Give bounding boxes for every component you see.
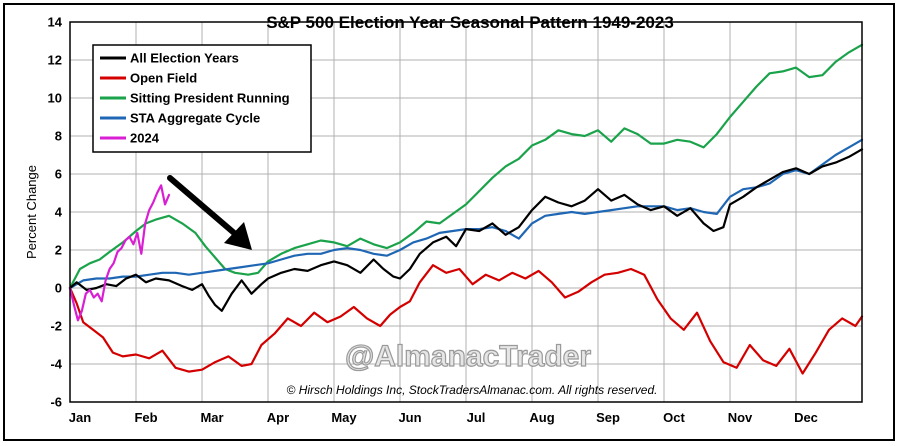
legend-label: All Election Years <box>130 51 239 66</box>
legend-label: STA Aggregate Cycle <box>130 111 260 126</box>
watermark: @AlmanacTrader <box>345 340 591 373</box>
y-tick-label: 14 <box>48 15 63 30</box>
y-tick-label: 8 <box>55 129 62 144</box>
x-tick-label: Aug <box>529 410 554 425</box>
copyright-note: © Hirsch Holdings Inc, StockTradersAlman… <box>287 383 658 397</box>
x-tick-label: Sep <box>596 410 620 425</box>
series-lines <box>68 43 864 375</box>
x-tick-label: Feb <box>134 410 157 425</box>
series-line-sitting-president-running <box>68 43 864 290</box>
legend-label: 2024 <box>130 131 160 146</box>
y-tick-label: 12 <box>48 53 62 68</box>
y-tick-label: 6 <box>55 167 62 182</box>
x-tick-label: Oct <box>663 410 685 425</box>
series-line-2024 <box>68 184 171 322</box>
legend: All Election Years Open Field Sitting Pres… <box>92 44 312 153</box>
x-tick-label: Apr <box>267 410 289 425</box>
y-tick-label: 4 <box>55 205 63 220</box>
legend-label: Sitting President Running <box>130 91 290 106</box>
y-axis-label: Percent Change <box>24 165 39 259</box>
y-tick-label: 10 <box>48 91 62 106</box>
y-tick-label: -2 <box>50 319 62 334</box>
annotation-arrow <box>167 175 252 250</box>
y-tick-label: -6 <box>50 395 62 410</box>
x-tick-label: Jan <box>69 410 91 425</box>
x-tick-label: Nov <box>728 410 753 425</box>
x-tick-label: Jul <box>467 410 486 425</box>
x-tick-label: Jun <box>398 410 421 425</box>
y-tick-label: 0 <box>55 281 62 296</box>
y-tick-labels: -6 -4 -2 0 2 4 6 8 10 12 14 <box>48 15 63 410</box>
plot-area-border <box>69 21 863 403</box>
legend-box <box>92 44 312 153</box>
chart-title: S&P 500 Election Year Seasonal Pattern 1… <box>266 13 674 32</box>
x-tick-label: Dec <box>794 410 818 425</box>
y-tick-label: -4 <box>50 357 62 372</box>
series-line-all-election-years <box>68 148 864 312</box>
legend-label: Open Field <box>130 71 197 86</box>
x-tick-labels: Jan Feb Mar Apr May Jun Jul Aug Sep Oct Nov Dec <box>69 410 818 425</box>
x-tick-label: May <box>331 410 357 425</box>
y-tick-label: 2 <box>55 243 62 258</box>
x-tick-label: Mar <box>200 410 223 425</box>
series-line-open-field <box>68 264 864 375</box>
